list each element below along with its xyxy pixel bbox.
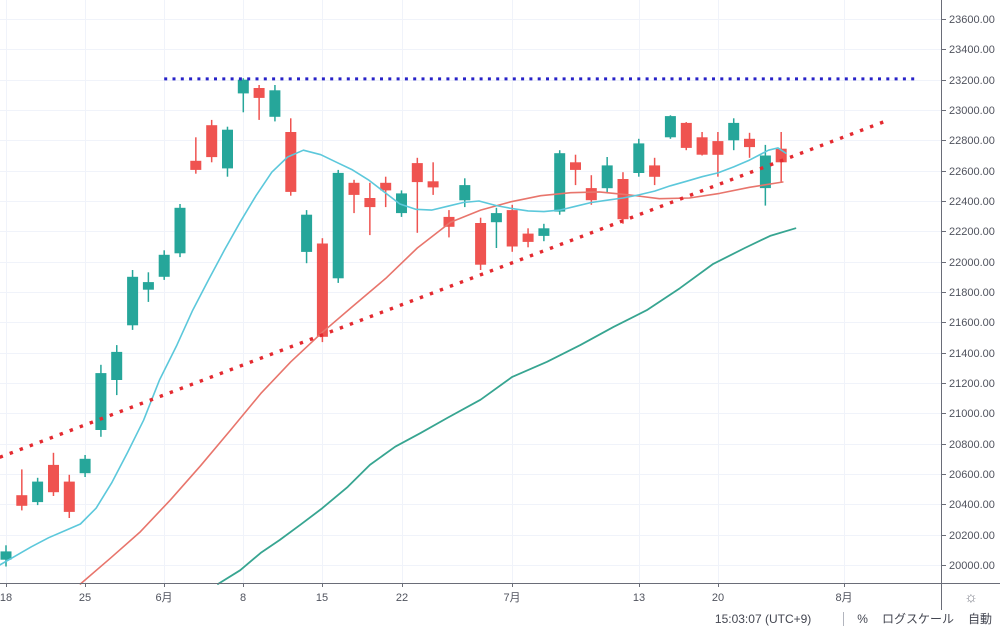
clock-timestamp[interactable]: 15:03:07 (UTC+9): [714, 612, 812, 626]
auto-scale-button[interactable]: 自動: [967, 612, 992, 626]
price-tick-label: 22200.00: [949, 226, 995, 238]
candle-body: [206, 125, 218, 158]
candle-body: [48, 464, 59, 493]
time-tick-label: 8: [240, 592, 246, 604]
time-tick-label: 20: [712, 592, 724, 604]
candle-body: [142, 282, 154, 290]
candle-body: [174, 207, 186, 254]
candle-body: [16, 495, 28, 506]
price-tick-label: 21000.00: [949, 408, 995, 420]
candle-body: [190, 160, 202, 170]
price-tick-label: 23200.00: [949, 75, 995, 87]
candle-body: [316, 243, 328, 337]
price-tick-label: 22800.00: [949, 135, 995, 147]
price-tick-label: 20200.00: [949, 530, 995, 542]
price-tick-label: 20800.00: [949, 439, 995, 451]
candle-body: [237, 79, 249, 94]
price-tick-label: 23000.00: [949, 105, 995, 117]
bottom-toolbar: 15:03:07 (UTC+9) % ログスケール 自動: [0, 612, 1000, 627]
ma-fast-cyan-line: [0, 147, 787, 566]
candle-body: [490, 213, 502, 223]
candle-body: [570, 162, 581, 170]
candle-body: [522, 233, 534, 242]
candle-body: [649, 165, 661, 177]
candle-body: [443, 216, 455, 227]
candle-body: [158, 254, 170, 277]
candle-body: [63, 481, 75, 512]
time-tick-label: 13: [633, 592, 645, 604]
axis-settings-corner: ☼: [942, 584, 1000, 610]
price-tick-label: 22600.00: [949, 166, 995, 178]
candle-body: [222, 129, 233, 169]
axis-labels-layer: 23600.00 23400.00 23200.00 23000.00 22800.00…: [0, 14, 995, 604]
time-tick-label: 25: [79, 592, 91, 604]
price-tick-label: 20600.00: [949, 469, 995, 481]
candle-body: [554, 153, 566, 212]
candle-body: [111, 351, 123, 380]
price-tick-label: 22000.00: [949, 257, 995, 269]
candle-body: [475, 223, 487, 265]
candle-body: [380, 182, 392, 191]
candle-body: [79, 458, 91, 474]
candle-body: [633, 143, 645, 173]
grid-layer: [0, 0, 941, 583]
candle-body: [696, 137, 708, 155]
candle-body: [744, 138, 755, 148]
candle-body: [427, 181, 439, 188]
time-tick-label: 18: [0, 592, 12, 604]
candle-body: [680, 122, 692, 148]
candle-body: [538, 228, 550, 236]
price-tick-label: 22400.00: [949, 196, 995, 208]
time-tick-label: 7月: [503, 592, 520, 604]
toolbar-separator: [843, 612, 845, 626]
candle-body: [285, 132, 297, 192]
candle-body: [364, 198, 376, 208]
candle-body: [348, 182, 360, 195]
candle-body: [411, 163, 423, 183]
ma-mid-red-line: [79, 181, 784, 585]
price-tick-label: 21200.00: [949, 378, 995, 390]
candle-body: [301, 214, 313, 252]
candle-body: [617, 179, 629, 220]
candle-body: [664, 116, 676, 138]
candle-body: [127, 276, 139, 326]
candle-body: [95, 373, 107, 430]
candle-body: [0, 551, 12, 560]
time-tick-label: 8月: [835, 592, 852, 604]
candle-body: [585, 188, 597, 201]
time-tick-label: 22: [396, 592, 408, 604]
price-tick-label: 20000.00: [949, 560, 995, 572]
candle-body: [759, 155, 771, 189]
price-tick-label: 23400.00: [949, 44, 995, 56]
candle-body: [396, 193, 407, 214]
time-tick-label: 6月: [155, 592, 172, 604]
percent-scale-button[interactable]: %: [857, 612, 868, 626]
time-tick-label: 15: [316, 592, 328, 604]
price-tick-label: 23600.00: [949, 14, 995, 26]
axes-layer: [0, 0, 1000, 610]
price-tick-label: 20400.00: [949, 499, 995, 511]
candle-body: [253, 88, 265, 98]
candle-body: [32, 481, 44, 503]
candle-body: [506, 210, 518, 247]
candles-layer: [0, 78, 787, 567]
candle-body: [459, 185, 471, 201]
ascending-trendline-dotted: [0, 118, 890, 459]
price-tick-label: 21400.00: [949, 348, 995, 360]
candle-body: [712, 141, 724, 155]
price-tick-label: 21600.00: [949, 317, 995, 329]
candle-body: [332, 172, 344, 279]
candle-body: [269, 90, 281, 117]
gear-icon[interactable]: ☼: [964, 588, 978, 606]
log-scale-button[interactable]: ログスケール: [881, 612, 954, 626]
ma-slow-teal-line: [217, 227, 797, 585]
price-tick-label: 21800.00: [949, 287, 995, 299]
candle-body: [775, 148, 787, 163]
candle-body: [601, 165, 613, 189]
candle-body: [728, 122, 740, 141]
